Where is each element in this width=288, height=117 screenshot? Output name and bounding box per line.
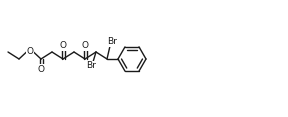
Text: Br: Br — [86, 62, 96, 71]
Text: O: O — [60, 42, 67, 51]
Text: Br: Br — [107, 38, 117, 46]
Text: O: O — [82, 42, 88, 51]
Text: O: O — [37, 64, 45, 73]
Text: O: O — [26, 48, 33, 57]
